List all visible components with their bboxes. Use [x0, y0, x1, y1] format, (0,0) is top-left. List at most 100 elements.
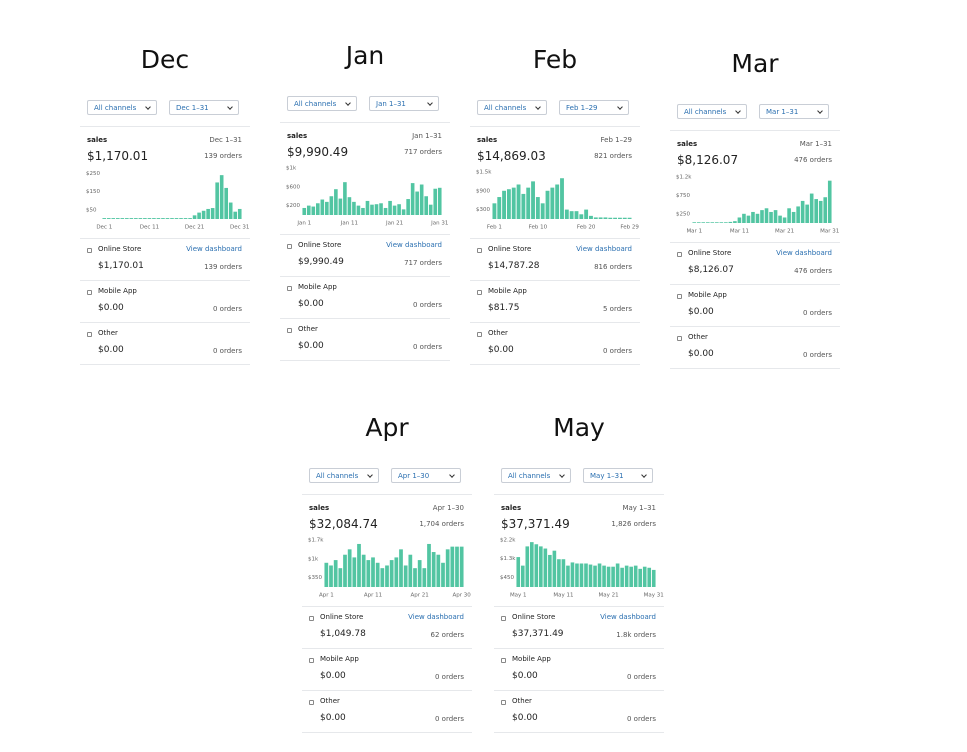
channel-select[interactable]: All channels	[87, 100, 157, 115]
channel-name: Online Store	[688, 249, 732, 257]
bar	[111, 218, 116, 219]
sales-label: sales	[477, 136, 498, 144]
x-tick-label: May 11	[553, 593, 573, 599]
channel-icon	[677, 336, 682, 341]
y-tick-label: $1.2k	[676, 174, 692, 180]
bar	[593, 217, 598, 219]
bar	[306, 205, 311, 215]
bar	[584, 563, 588, 587]
sales-chart: $200 $600 $1k Jan 1 Jan 11 Jan 21 Jan 31	[286, 166, 448, 227]
channel-icon	[677, 294, 682, 299]
channel-icon	[287, 286, 292, 291]
bar	[530, 542, 534, 587]
view-dashboard-link[interactable]: View dashboard	[186, 245, 242, 253]
month-title: May	[553, 413, 605, 442]
date-select[interactable]: Dec 1–31	[169, 100, 239, 115]
bar	[710, 222, 715, 223]
x-tick-label: May 31	[644, 593, 664, 599]
channel-select[interactable]: All channels	[501, 468, 571, 483]
view-dashboard-link[interactable]: View dashboard	[576, 245, 632, 253]
channel-select[interactable]: All channels	[677, 104, 747, 119]
bar	[692, 222, 697, 223]
bar	[622, 217, 627, 219]
x-tick-label: Apr 21	[411, 593, 429, 599]
x-tick-label: Mar 21	[775, 229, 794, 235]
bar	[557, 559, 561, 587]
channel-select[interactable]: All channels	[477, 100, 547, 115]
bar	[696, 222, 701, 223]
channel-amount: $81.75	[488, 303, 520, 313]
channel-name: Mobile App	[488, 287, 527, 295]
bar	[338, 568, 343, 587]
x-tick-label: Apr 30	[453, 593, 472, 599]
date-select[interactable]: Apr 1–30	[391, 468, 461, 483]
y-tick-label: $1.3k	[500, 556, 516, 562]
view-dashboard-link[interactable]: View dashboard	[386, 241, 442, 249]
bar	[165, 218, 170, 219]
channel-orders: 717 orders	[404, 259, 442, 267]
bar	[539, 546, 543, 587]
bar	[769, 211, 773, 223]
bar	[791, 211, 796, 223]
channel-orders: 0 orders	[603, 347, 632, 355]
channel-orders: 0 orders	[803, 351, 832, 359]
bar	[548, 554, 552, 587]
channel-select[interactable]: All channels	[309, 468, 379, 483]
bar	[320, 199, 325, 215]
bar	[365, 200, 370, 215]
date-select[interactable]: Feb 1–29	[559, 100, 629, 115]
bar	[550, 187, 555, 219]
bar	[224, 187, 228, 219]
y-tick-label: $450	[500, 575, 514, 581]
bar	[574, 211, 579, 219]
x-tick-label: Jan 31	[430, 221, 448, 227]
bar	[116, 218, 120, 219]
divider	[470, 322, 640, 323]
view-dashboard-link[interactable]: View dashboard	[600, 613, 656, 621]
x-tick-label: Feb 29	[620, 225, 639, 231]
date-select[interactable]: May 1–31	[583, 468, 653, 483]
bar	[805, 204, 809, 223]
y-tick-label: $1.5k	[476, 169, 492, 175]
channel-icon	[501, 658, 506, 663]
panel: Feb All channels Feb 1–29 sales Feb 1–29 $14,…	[470, 42, 640, 372]
date-select[interactable]: Jan 1–31	[369, 96, 439, 111]
x-tick-label: Feb 1	[487, 225, 502, 231]
date-select[interactable]: Mar 1–31	[759, 104, 829, 119]
panel: Jan All channels Jan 1–31 sales Jan 1–31 $9,9…	[280, 38, 450, 368]
x-tick-label: Mar 11	[730, 229, 749, 235]
month-title: Feb	[532, 45, 578, 74]
bar	[450, 546, 455, 587]
date-range: Mar 1–31	[799, 140, 832, 148]
bar	[210, 208, 215, 219]
y-tick-label: $900	[476, 188, 490, 194]
sales-chart: $450 $1.3k $2.2k May 1 May 11 May 21 May 31	[500, 537, 664, 599]
order-count: 717 orders	[404, 148, 442, 156]
bar	[302, 207, 307, 215]
divider	[302, 690, 472, 691]
channel-select[interactable]: All channels	[287, 96, 357, 111]
divider	[470, 364, 640, 365]
channel-name: Online Store	[98, 245, 142, 253]
sales-total: $32,084.74	[309, 517, 378, 531]
bar	[651, 569, 656, 587]
bar	[188, 218, 192, 219]
order-count: 476 orders	[794, 156, 832, 164]
channel-amount: $37,371.49	[512, 629, 564, 639]
bar	[606, 566, 611, 587]
bar	[329, 196, 334, 215]
channel-amount: $0.00	[688, 307, 714, 317]
bar	[823, 197, 828, 223]
bar	[419, 184, 424, 215]
order-count: 139 orders	[204, 152, 242, 160]
divider	[670, 368, 840, 369]
view-dashboard-link[interactable]: View dashboard	[776, 249, 832, 257]
divider	[494, 648, 664, 649]
bar	[125, 218, 129, 219]
bar	[428, 204, 433, 215]
x-tick-label: Feb 10	[529, 225, 548, 231]
view-dashboard-link[interactable]: View dashboard	[408, 613, 464, 621]
order-count: 1,826 orders	[611, 520, 656, 528]
bar	[201, 210, 206, 219]
channel-amount: $0.00	[488, 345, 514, 355]
